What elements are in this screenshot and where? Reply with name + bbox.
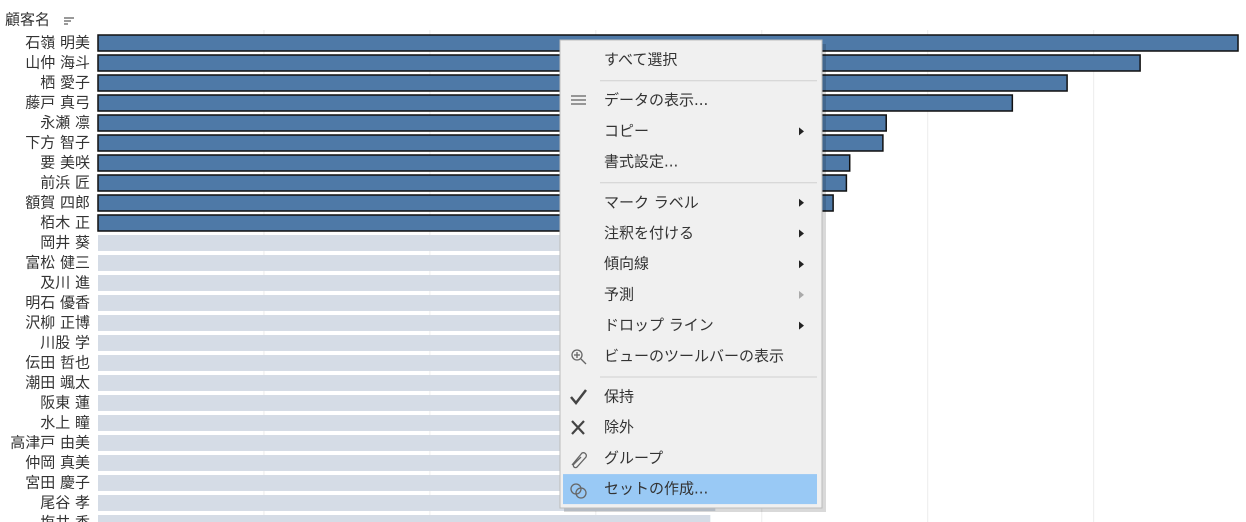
icon-group: [571, 452, 587, 469]
category-label: 栖 愛子: [40, 74, 90, 92]
menu-item[interactable]: ビューのツールバーの表示: [604, 347, 784, 365]
icon-keep: [570, 389, 587, 405]
sort-icon[interactable]: [64, 17, 74, 25]
category-label: 塩井 香: [40, 514, 90, 522]
icon-set: [570, 483, 587, 499]
menu-item[interactable]: すべて選択: [604, 51, 677, 69]
category-label: 尾谷 孝: [40, 494, 90, 512]
category-label: 藤戸 真弓: [25, 94, 90, 112]
menu-icons: [570, 95, 587, 499]
bar: [98, 515, 711, 522]
menu-item[interactable]: セットの作成...: [604, 480, 708, 498]
category-label: 仲岡 真美: [25, 454, 90, 472]
menu-item[interactable]: データの表示...: [604, 91, 708, 109]
submenu-arrow: [799, 198, 804, 207]
category-label: 下方 智子: [25, 134, 90, 152]
menu-panel: [559, 39, 823, 509]
category-label: 高津戸 由美: [10, 434, 90, 452]
category-label: 沢柳 正博: [25, 314, 90, 332]
submenu-arrow: [799, 321, 804, 330]
category-label: 伝田 哲也: [25, 354, 90, 372]
menu-item[interactable]: 傾向線: [604, 255, 649, 273]
category-label: 水上 瞳: [40, 414, 90, 432]
category-label: 栢木 正: [40, 214, 90, 232]
menu-item: 予測: [604, 285, 634, 303]
menu-highlight: [563, 474, 817, 505]
category-label: 潮田 颯太: [25, 374, 90, 392]
submenu-arrow: [799, 229, 804, 238]
icon-zoom: [571, 349, 587, 365]
menu-item[interactable]: 保持: [604, 388, 634, 406]
menu-item[interactable]: コピー: [604, 122, 649, 140]
icon-exclude: [571, 420, 585, 435]
menu-item[interactable]: マーク ラベル: [604, 193, 699, 211]
category-label: 及川 進: [40, 274, 90, 292]
category-label: 宮田 慶子: [25, 474, 90, 492]
menu-item[interactable]: 注釈を付ける: [604, 224, 694, 242]
category-label: 阪東 蓮: [40, 394, 90, 412]
category-label: 明石 優香: [25, 294, 90, 312]
category-label: 川股 学: [40, 334, 90, 352]
menu-item[interactable]: グループ: [604, 449, 663, 467]
submenu-arrow: [799, 127, 804, 136]
category-label: 要 美咲: [40, 154, 90, 172]
submenu-arrow: [799, 260, 804, 269]
menu-item[interactable]: 書式設定...: [604, 153, 678, 171]
icon-data: [571, 95, 586, 105]
axis-title: 顧客名: [5, 11, 50, 29]
category-label: 前浜 匠: [40, 174, 90, 192]
bar: [97, 94, 1014, 112]
category-label: 永瀬 凛: [40, 114, 90, 132]
category-label: 額賀 四郎: [25, 194, 90, 212]
category-label: 岡井 葵: [40, 234, 90, 252]
menu-item[interactable]: ドロップ ライン: [604, 316, 714, 334]
category-label: 富松 健三: [25, 254, 90, 272]
submenu-arrow: [799, 290, 804, 299]
menu-item[interactable]: 除外: [604, 418, 634, 436]
category-label: 石嶺 明美: [25, 34, 90, 52]
category-label: 山仲 海斗: [25, 54, 90, 72]
